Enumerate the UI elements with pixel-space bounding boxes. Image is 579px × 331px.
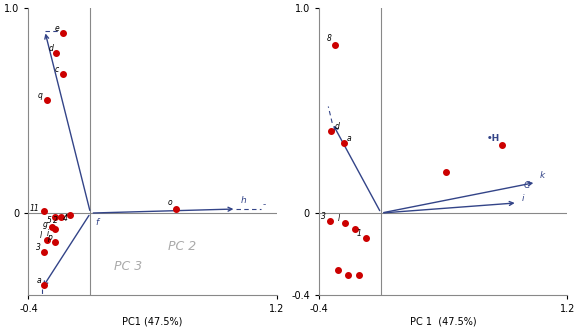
Text: l: l bbox=[39, 231, 42, 240]
X-axis label: PC1 (47.5%): PC1 (47.5%) bbox=[122, 317, 183, 327]
Text: q: q bbox=[38, 91, 43, 100]
Text: g: g bbox=[42, 220, 47, 229]
Text: h: h bbox=[241, 196, 247, 205]
Text: 3: 3 bbox=[36, 243, 41, 252]
Text: PC 2: PC 2 bbox=[168, 240, 196, 253]
Text: 2: 2 bbox=[53, 216, 58, 225]
Text: f: f bbox=[95, 218, 98, 227]
Text: 8: 8 bbox=[327, 34, 332, 43]
Text: -: - bbox=[263, 200, 266, 209]
Text: 4: 4 bbox=[63, 214, 67, 223]
Text: 1: 1 bbox=[356, 229, 361, 238]
Text: i: i bbox=[522, 194, 525, 203]
Text: C: C bbox=[524, 181, 530, 190]
Text: 5: 5 bbox=[47, 216, 52, 225]
Text: PC 3: PC 3 bbox=[113, 260, 142, 273]
Text: a: a bbox=[36, 276, 41, 285]
Text: e: e bbox=[55, 24, 60, 33]
Text: •H: •H bbox=[486, 134, 500, 143]
Text: 3: 3 bbox=[321, 212, 325, 221]
Text: a: a bbox=[347, 134, 351, 143]
Text: k: k bbox=[539, 171, 544, 180]
Text: p: p bbox=[47, 233, 52, 242]
Text: l: l bbox=[338, 214, 340, 223]
X-axis label: PC 1  (47.5%): PC 1 (47.5%) bbox=[410, 317, 477, 327]
Text: o: o bbox=[168, 198, 173, 207]
Text: d: d bbox=[49, 44, 53, 53]
Text: c: c bbox=[55, 65, 59, 74]
Text: i: i bbox=[47, 229, 49, 238]
Text: 11: 11 bbox=[30, 204, 40, 213]
Text: d: d bbox=[335, 122, 339, 131]
